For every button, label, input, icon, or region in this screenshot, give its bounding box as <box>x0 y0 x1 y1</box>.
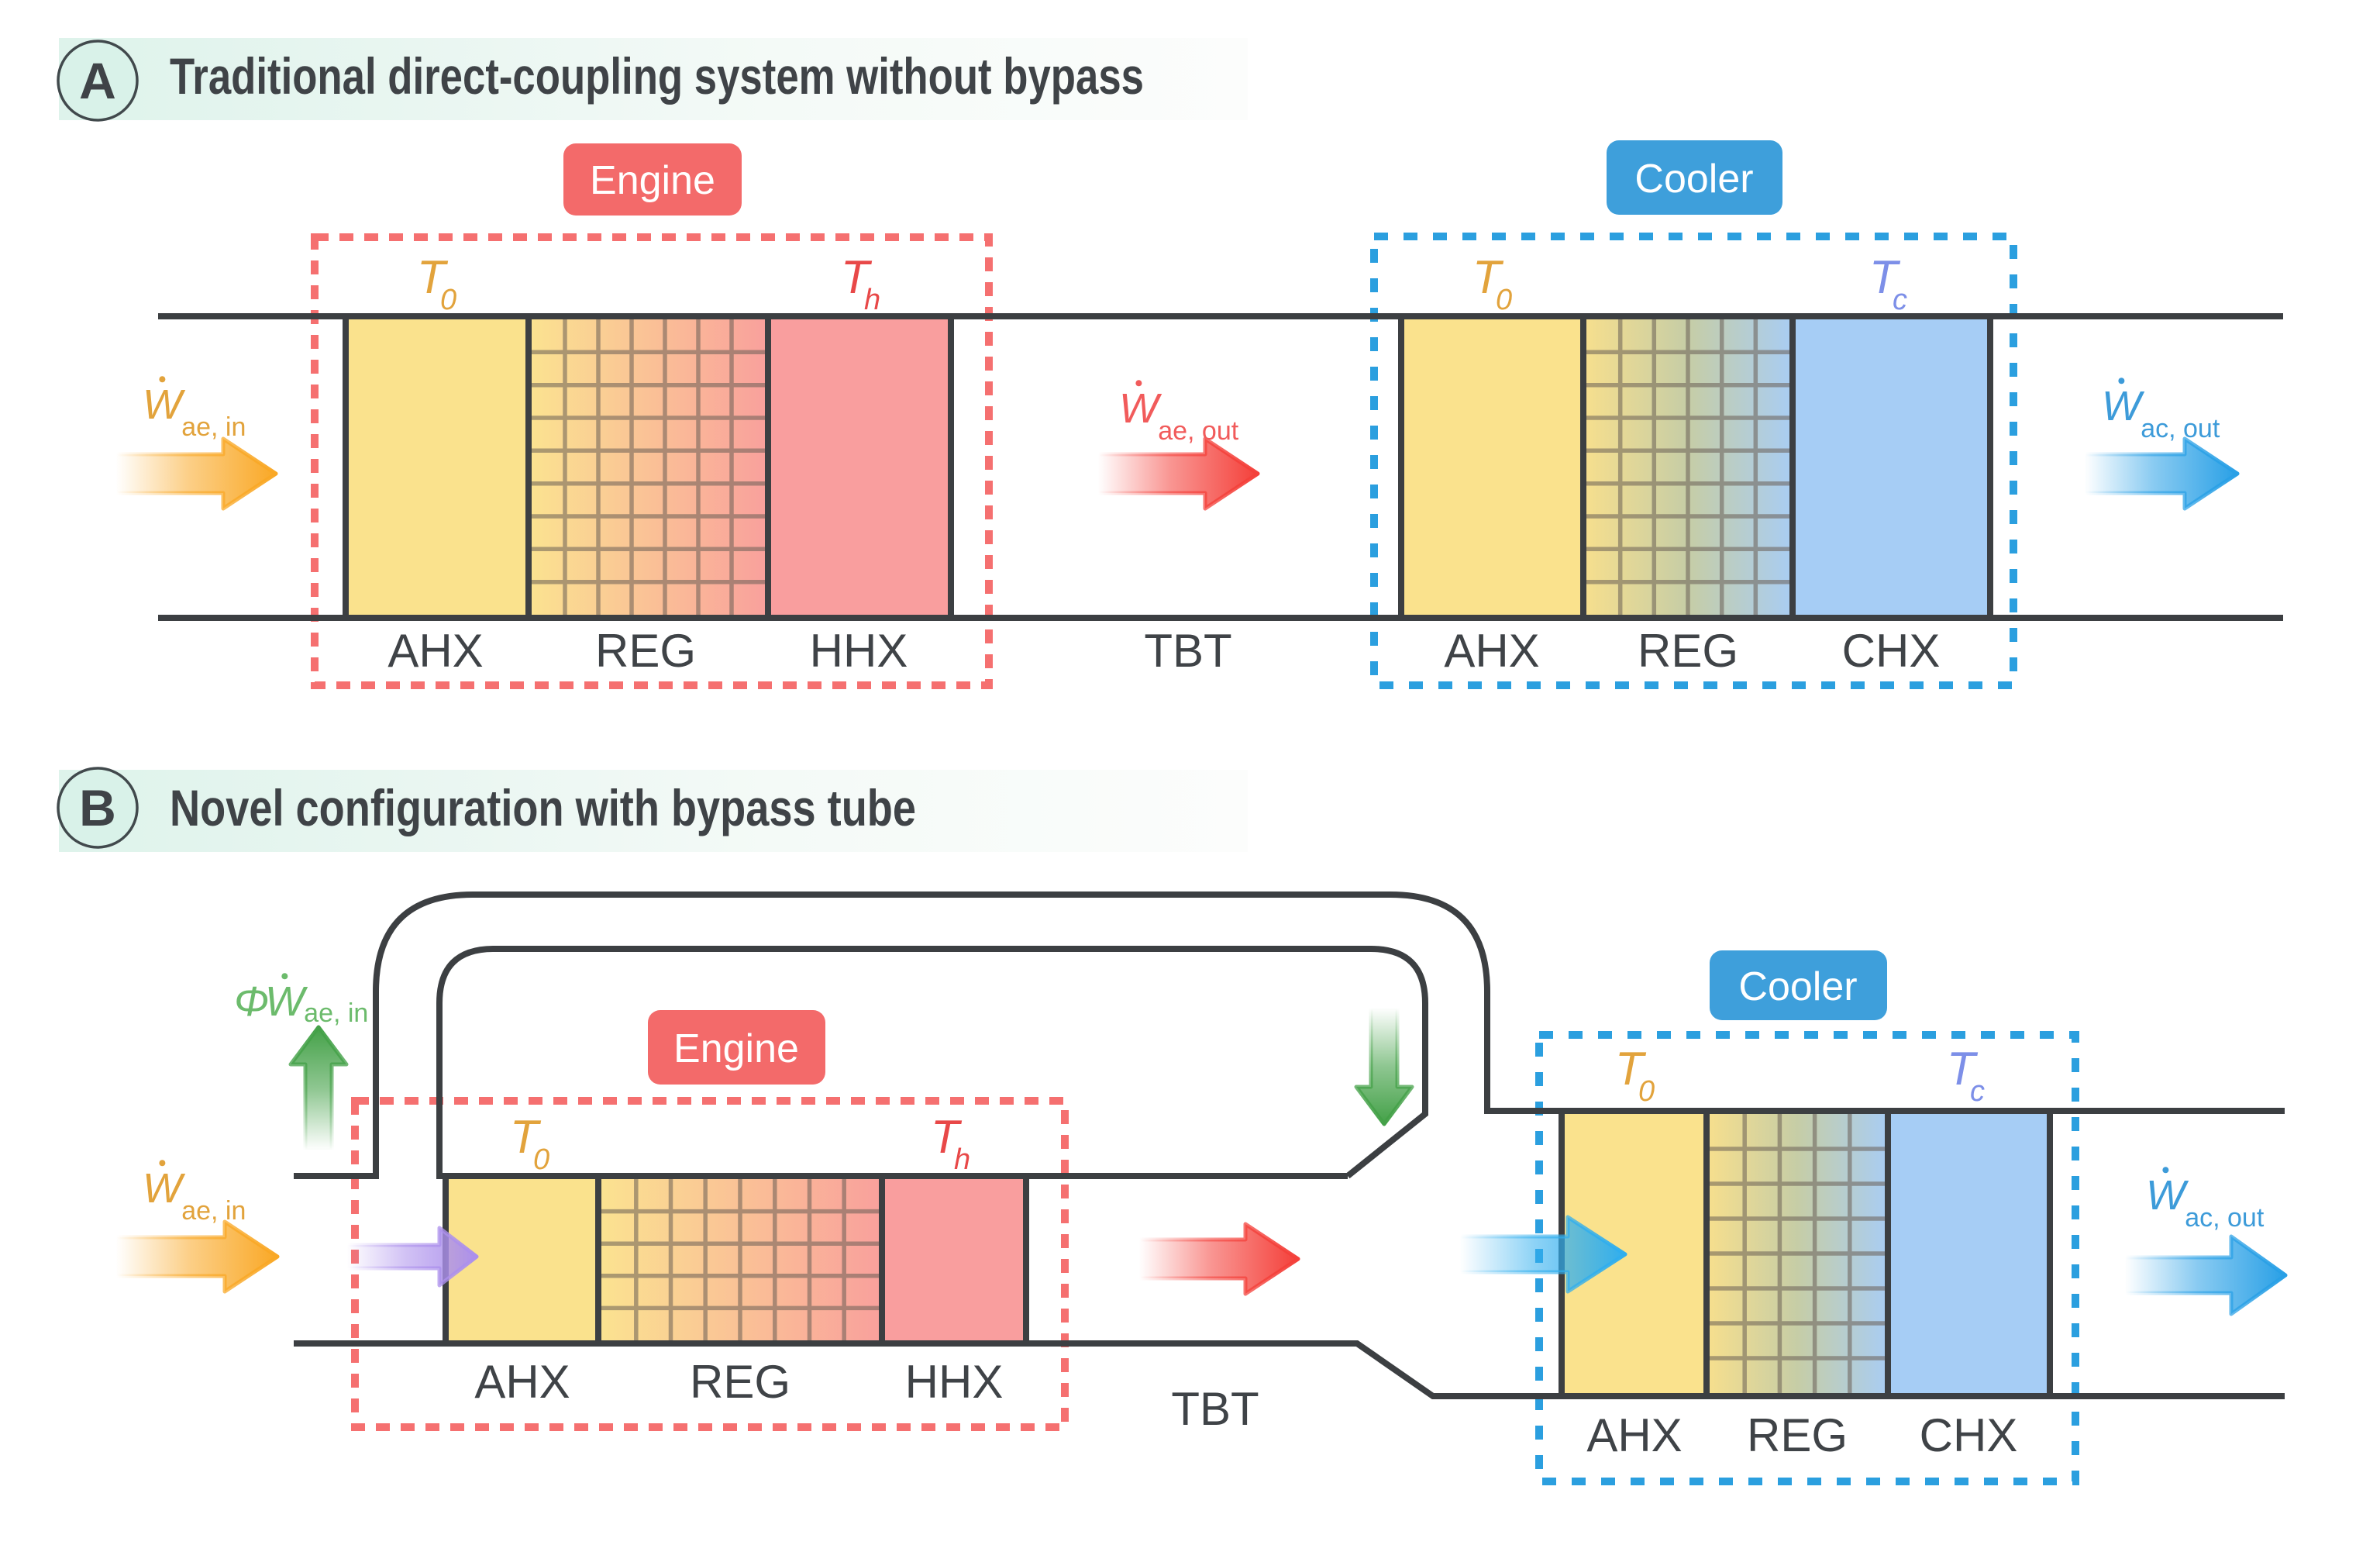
svg-text:AHX: AHX <box>1586 1409 1682 1461</box>
svg-text:Traditional direct-coupling sy: Traditional direct-coupling system witho… <box>170 47 1144 105</box>
svg-text:T: T <box>1947 1043 1979 1095</box>
svg-text:A: A <box>79 52 116 109</box>
svg-text:ae, out: ae, out <box>1158 416 1239 446</box>
svg-text:ac, out: ac, out <box>2185 1203 2265 1233</box>
svg-text:W: W <box>143 381 186 428</box>
svg-text:T: T <box>1869 251 1901 303</box>
svg-text:TBT: TBT <box>1171 1383 1259 1435</box>
svg-text:T: T <box>1472 251 1504 303</box>
svg-text:REG: REG <box>690 1356 790 1408</box>
svg-text:REG: REG <box>1638 625 1738 677</box>
svg-text:T: T <box>841 251 873 303</box>
svg-text:CHX: CHX <box>1842 625 1941 677</box>
svg-text:W: W <box>1119 385 1162 432</box>
svg-text:AHX: AHX <box>387 625 483 677</box>
svg-text:REG: REG <box>1747 1409 1848 1461</box>
svg-text:T: T <box>510 1111 542 1163</box>
svg-text:h: h <box>864 284 880 316</box>
svg-text:W: W <box>2102 383 2145 429</box>
svg-text:Novel configuration with bypas: Novel configuration with bypass tube <box>170 779 916 836</box>
svg-text:W: W <box>143 1165 186 1212</box>
svg-text:0: 0 <box>1638 1075 1655 1108</box>
svg-text:AHX: AHX <box>474 1356 570 1408</box>
svg-text:ac, out: ac, out <box>2141 414 2220 443</box>
svg-text:W: W <box>265 978 308 1025</box>
svg-text:0: 0 <box>440 284 456 316</box>
svg-text:W: W <box>2146 1172 2189 1219</box>
svg-text:0: 0 <box>533 1143 549 1176</box>
svg-text:Φ: Φ <box>234 978 269 1025</box>
svg-text:Cooler: Cooler <box>1634 157 1753 202</box>
svg-text:B: B <box>79 779 116 836</box>
svg-text:T: T <box>1615 1043 1647 1095</box>
svg-text:0: 0 <box>1496 284 1512 316</box>
svg-text:AHX: AHX <box>1444 625 1539 677</box>
svg-text:ae, in: ae, in <box>304 998 368 1028</box>
svg-text:T: T <box>931 1111 963 1163</box>
svg-text:ae, in: ae, in <box>181 1196 246 1226</box>
svg-text:REG: REG <box>595 625 696 677</box>
svg-text:h: h <box>954 1143 970 1176</box>
svg-text:Engine: Engine <box>673 1026 799 1071</box>
svg-text:Engine: Engine <box>590 158 715 203</box>
svg-text:HHX: HHX <box>810 625 908 677</box>
svg-text:Cooler: Cooler <box>1738 964 1857 1009</box>
svg-text:T: T <box>417 251 449 303</box>
svg-text:CHX: CHX <box>1920 1409 2018 1461</box>
svg-text:c: c <box>1970 1075 1985 1108</box>
svg-text:ae, in: ae, in <box>181 412 246 442</box>
svg-text:TBT: TBT <box>1144 625 1231 677</box>
svg-text:c: c <box>1893 284 1907 316</box>
svg-text:HHX: HHX <box>905 1356 1004 1408</box>
